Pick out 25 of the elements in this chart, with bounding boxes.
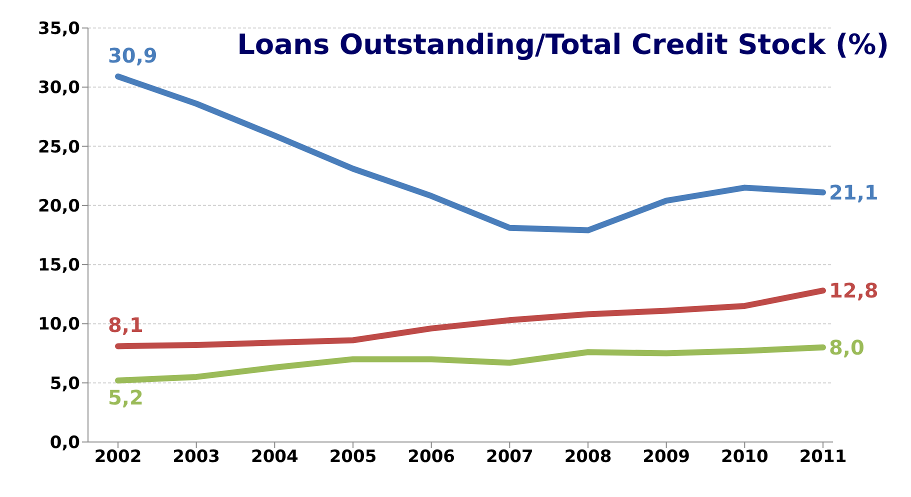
x-tick-label: 2005 bbox=[329, 447, 377, 468]
x-tick-label: 2011 bbox=[799, 447, 847, 468]
y-tick-label: 30,0 bbox=[38, 78, 80, 98]
x-tick-label: 2004 bbox=[251, 447, 298, 468]
x-tick-label: 2002 bbox=[94, 447, 142, 468]
data-label: 30,9 bbox=[108, 43, 158, 68]
data-label: 5,2 bbox=[108, 385, 144, 410]
x-tick-label: 2010 bbox=[721, 447, 768, 468]
x-tick-label: 2008 bbox=[564, 447, 612, 468]
y-tick-label: 5,0 bbox=[50, 374, 80, 394]
y-tick-label: 10,0 bbox=[38, 314, 80, 335]
data-label: 8,0 bbox=[829, 335, 864, 360]
data-label: 12,8 bbox=[829, 278, 878, 303]
x-tick-label: 2003 bbox=[172, 447, 220, 468]
chart-title: Loans Outstanding/Total Credit Stock (%) bbox=[237, 28, 889, 61]
y-tick-label: 35,0 bbox=[38, 19, 80, 40]
y-tick-label: 25,0 bbox=[38, 137, 80, 158]
data-label: 21,1 bbox=[829, 180, 878, 204]
y-tick-label: 20,0 bbox=[38, 196, 80, 216]
x-tick-label: 2009 bbox=[642, 447, 690, 468]
x-tick-label: 2007 bbox=[486, 447, 534, 468]
data-label: 8,1 bbox=[108, 313, 144, 338]
x-tick-label: 2006 bbox=[408, 447, 455, 468]
y-tick-label: 15,0 bbox=[38, 256, 80, 276]
y-tick-label: 0,0 bbox=[50, 433, 80, 454]
